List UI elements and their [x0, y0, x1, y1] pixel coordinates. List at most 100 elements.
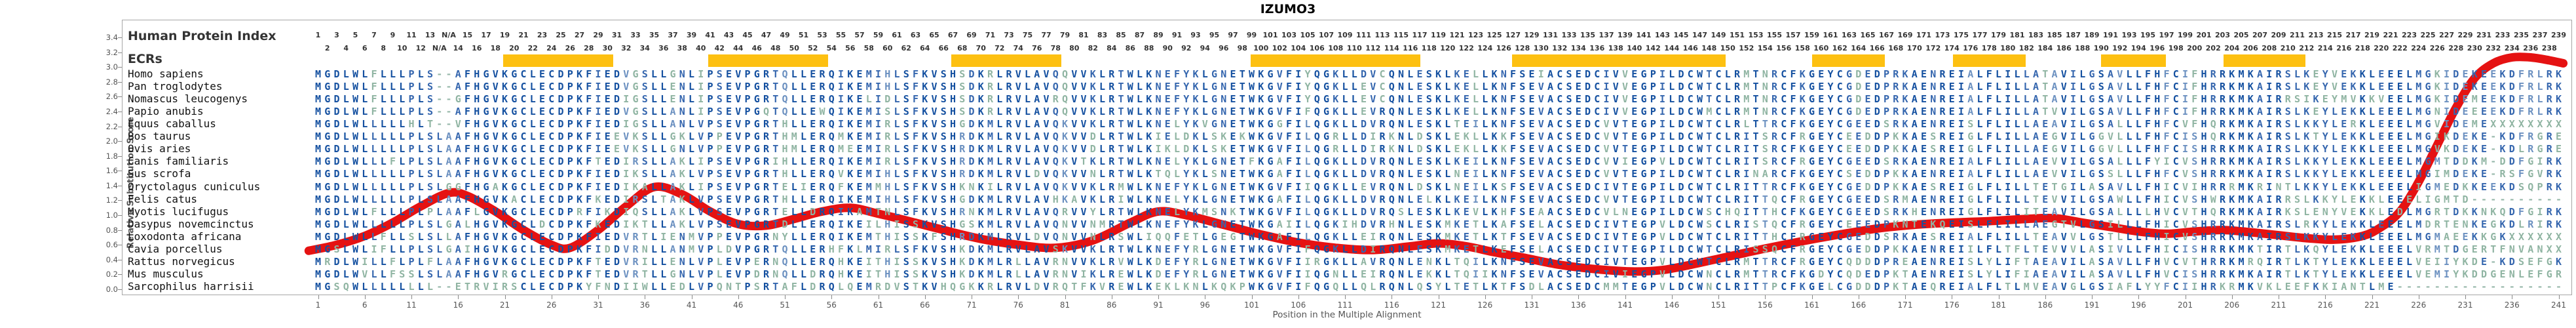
- sequence-residue: S: [940, 81, 947, 93]
- sequence-residue: L: [651, 118, 658, 131]
- sequence-residue: -: [2471, 193, 2478, 205]
- sequence-residue: E: [856, 81, 863, 93]
- sequence-residue: T: [1621, 193, 1629, 205]
- x-tick-label: 176: [1944, 300, 1960, 310]
- sequence-residue: R: [819, 243, 825, 255]
- sequence-residue: I: [1958, 168, 1965, 180]
- sequence-residue: K: [1146, 143, 1152, 155]
- sequence-residue: V: [2182, 218, 2189, 230]
- sequence-residue: L: [389, 68, 396, 80]
- sequence-residue: N: [679, 81, 685, 93]
- y-tick-label: 3.4: [105, 33, 118, 42]
- sequence-residue: S: [1052, 243, 1059, 255]
- sequence-residue: C: [548, 255, 555, 268]
- sequence-residue: K: [2247, 131, 2254, 143]
- sequence-residue: G: [1846, 68, 1853, 80]
- sequence-residue: V: [1612, 180, 1619, 193]
- sequence-residue: E: [539, 243, 546, 255]
- sequence-residue: V: [1370, 218, 1376, 230]
- sequence-residue: Q: [828, 218, 835, 230]
- sequence-residue: T: [1239, 118, 1245, 131]
- sequence-residue: V: [1071, 81, 1078, 93]
- sequence-residue: D: [1874, 143, 1880, 155]
- human-protein-index-number: 195: [2140, 31, 2155, 39]
- sequence-residue: P: [567, 106, 573, 118]
- sequence-residue: S: [1762, 243, 1768, 255]
- sequence-residue: K: [1333, 205, 1339, 218]
- sequence-residue: F: [1173, 180, 1181, 193]
- sequence-residue: K: [1192, 106, 1199, 118]
- sequence-residue: K: [2359, 118, 2366, 131]
- sequence-residue: K: [1893, 180, 1899, 193]
- sequence-residue: K: [1435, 93, 1442, 106]
- sequence-residue: W: [352, 131, 359, 143]
- sequence-residue: T: [1472, 243, 1479, 255]
- sequence-residue: D: [1678, 268, 1684, 280]
- sequence-residue: Q: [1388, 268, 1395, 280]
- sequence-residue: M: [1706, 106, 1713, 118]
- sequence-residue: V: [1080, 243, 1087, 255]
- sequence-residue: R: [1733, 131, 1741, 143]
- sequence-residue: P: [707, 93, 713, 106]
- sequence-residue: L: [651, 106, 658, 118]
- sequence-residue: F: [1285, 81, 1293, 93]
- sequence-residue: D: [782, 218, 788, 230]
- human-protein-index-label: Human Protein Index: [128, 29, 276, 43]
- sequence-residue: L: [1977, 93, 1983, 106]
- sequence-residue: I: [1958, 155, 1965, 168]
- sequence-residue: Y: [1435, 281, 1442, 293]
- sequence-residue: F: [2163, 168, 2170, 180]
- sequence-residue: E: [2341, 118, 2347, 131]
- sequence-residue: H: [2154, 193, 2161, 205]
- sequence-residue: K: [632, 131, 639, 143]
- sequence-residue: E: [2480, 68, 2488, 80]
- sequence-residue: I: [2182, 81, 2189, 93]
- sequence-residue: M: [1445, 243, 1451, 255]
- sequence-residue: W: [1248, 218, 1255, 230]
- sequence-residue: V: [2060, 193, 2067, 205]
- sequence-residue: H: [474, 243, 480, 255]
- sequence-residue: G: [1846, 118, 1853, 131]
- sequence-residue: Y: [2322, 143, 2328, 155]
- sequence-residue: L: [389, 218, 396, 230]
- sequence-residue: M: [865, 180, 872, 193]
- sequence-residue: V: [1276, 180, 1283, 193]
- sequence-residue: K: [2247, 106, 2254, 118]
- sequence-residue: L: [1538, 281, 1544, 293]
- sequence-residue: W: [1696, 131, 1703, 143]
- sequence-residue: D: [1874, 131, 1880, 143]
- sequence-residue: E: [782, 205, 788, 218]
- sequence-residue: L: [716, 255, 723, 268]
- sequence-residue: K: [2303, 168, 2310, 180]
- sequence-residue: K: [2229, 205, 2235, 218]
- sequence-residue: L: [996, 155, 1003, 168]
- sequence-residue: E: [1463, 243, 1469, 255]
- sequence-residue: G: [1323, 155, 1330, 168]
- sequence-residue: -: [2528, 281, 2534, 293]
- sequence-residue: L: [529, 281, 536, 293]
- sequence-residue: F: [1790, 230, 1796, 243]
- sequence-residue: C: [1379, 68, 1386, 80]
- human-protein-index-number: 119: [1431, 31, 1446, 39]
- sequence-residue: D: [2453, 106, 2459, 118]
- sequence-residue: R: [1006, 255, 1012, 268]
- sequence-residue: Y: [1183, 193, 1190, 205]
- sequence-residue: Q: [632, 205, 639, 218]
- sequence-residue: D: [1855, 281, 1862, 293]
- human-protein-index-number: 172: [1925, 44, 1941, 52]
- sequence-residue: K: [2350, 81, 2357, 93]
- sequence-residue: L: [1977, 268, 1983, 280]
- sequence-residue: R: [1939, 118, 1946, 131]
- sequence-residue: L: [791, 93, 797, 106]
- sequence-residue: A: [2256, 106, 2263, 118]
- sequence-residue: F: [2537, 255, 2543, 268]
- sequence-residue: V: [735, 168, 742, 180]
- sequence-residue: I: [1659, 180, 1666, 193]
- sequence-residue: T: [1902, 268, 1908, 280]
- sequence-residue: A: [1034, 93, 1040, 106]
- human-protein-index-number: 126: [1496, 44, 1511, 52]
- sequence-residue: N: [1221, 155, 1227, 168]
- sequence-residue: E: [1528, 68, 1535, 80]
- sequence-residue: W: [1696, 268, 1703, 280]
- sequence-residue: L: [660, 205, 667, 218]
